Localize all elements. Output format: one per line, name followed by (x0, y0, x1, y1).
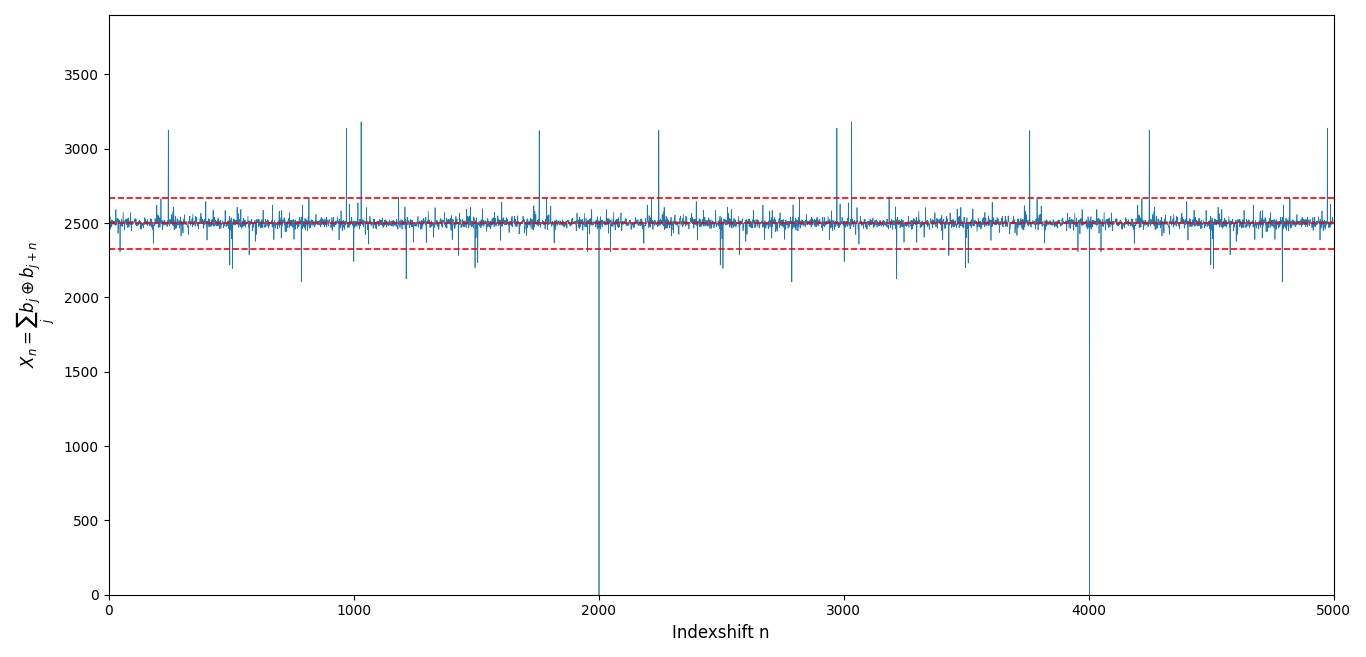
X-axis label: Indexshift n: Indexshift n (672, 624, 770, 642)
Y-axis label: $X_n = \sum_j b_j \oplus b_{j+n}$: $X_n = \sum_j b_j \oplus b_{j+n}$ (15, 241, 59, 369)
